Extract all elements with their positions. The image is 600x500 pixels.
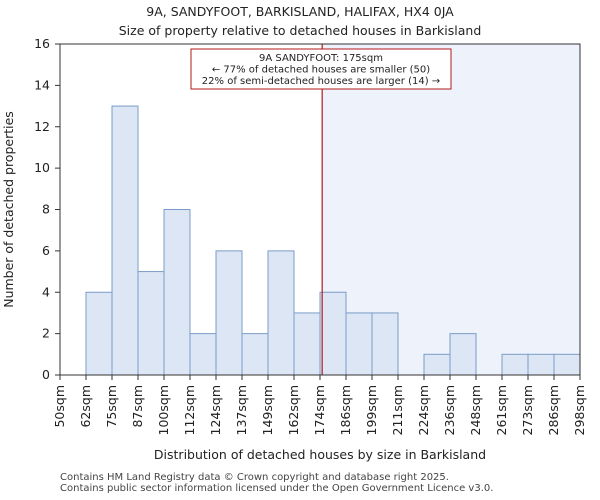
y-tick-label: 10: [34, 160, 50, 175]
histogram-bar: [293, 312, 321, 376]
annotation-box: [190, 48, 452, 90]
x-tick-label: 261sqm: [494, 385, 509, 435]
annotation-line: 22% of semi-detached houses are larger (…: [202, 76, 440, 87]
histogram-bar: [527, 353, 555, 376]
x-tick-label: 199sqm: [364, 385, 379, 435]
x-tick-label: 112sqm: [182, 385, 197, 435]
chart-title-block: 9A, SANDYFOOT, BARKISLAND, HALIFAX, HX4 …: [0, 2, 600, 40]
x-tick-label: 224sqm: [416, 385, 431, 435]
x-tick-label: 50sqm: [52, 385, 67, 428]
x-tick-label: 236sqm: [442, 385, 457, 435]
histogram-bar: [267, 250, 295, 376]
x-tick-label: 186sqm: [338, 385, 353, 435]
x-tick-label: 211sqm: [390, 385, 405, 435]
y-tick-label: 16: [34, 36, 50, 51]
x-tick-label: 248sqm: [468, 385, 483, 435]
x-tick-label: 124sqm: [208, 385, 223, 435]
y-tick-label: 2: [42, 326, 50, 341]
x-tick-label: 100sqm: [156, 385, 171, 435]
y-tick-label: 8: [42, 202, 50, 217]
annotation-line: 9A SANDYFOOT: 175sqm: [259, 53, 383, 64]
histogram-bar: [85, 291, 113, 376]
footer-line-1: Contains HM Land Registry data © Crown c…: [60, 472, 449, 483]
y-tick-label: 12: [34, 119, 50, 134]
y-tick-label: 4: [42, 284, 50, 299]
footer-line-2: Contains public sector information licen…: [60, 483, 494, 494]
x-tick-label: 174sqm: [312, 385, 327, 435]
histogram-bar: [137, 271, 165, 376]
histogram-bar: [189, 333, 217, 376]
x-tick-label: 75sqm: [104, 385, 119, 428]
x-tick-label: 273sqm: [520, 385, 535, 435]
x-axis-title: Distribution of detached houses by size …: [154, 447, 486, 462]
footer: Contains HM Land Registry data © Crown c…: [60, 472, 493, 494]
y-tick-label: 14: [34, 77, 50, 92]
y-tick-label: 6: [42, 243, 50, 258]
histogram-bar: [345, 312, 373, 376]
x-tick-label: 162sqm: [286, 385, 301, 435]
histogram-bar: [449, 333, 477, 376]
histogram-chart: 0 2 4 6 8 10 12 14 16 50sqm 62sqm 75sqm 87sqm 100sqm 1…: [1, 36, 587, 462]
y-axis-title: Number of detached properties: [1, 111, 16, 308]
histogram-bar: [241, 333, 269, 376]
histogram-bar: [319, 291, 347, 376]
x-tick-label: 286sqm: [546, 385, 561, 435]
x-tick-label: 298sqm: [572, 385, 587, 435]
x-tick-label: 62sqm: [78, 385, 93, 428]
y-tick-label: 0: [42, 367, 50, 382]
x-tick-label: 149sqm: [260, 385, 275, 435]
annotation-line: ← 77% of detached houses are smaller (50…: [212, 65, 430, 76]
histogram-bar: [371, 312, 399, 376]
histogram-bar: [423, 353, 451, 376]
histogram-bar: [111, 105, 139, 376]
histogram-bar: [501, 353, 529, 376]
histogram-bar: [215, 250, 243, 376]
chart-title: 9A, SANDYFOOT, BARKISLAND, HALIFAX, HX4 …: [146, 4, 454, 19]
histogram-bar: [163, 209, 191, 376]
x-tick-label: 87sqm: [130, 385, 145, 428]
x-tick-label: 137sqm: [234, 385, 249, 435]
chart-subtitle: Size of property relative to detached ho…: [118, 23, 482, 38]
histogram-bar: [553, 353, 581, 376]
